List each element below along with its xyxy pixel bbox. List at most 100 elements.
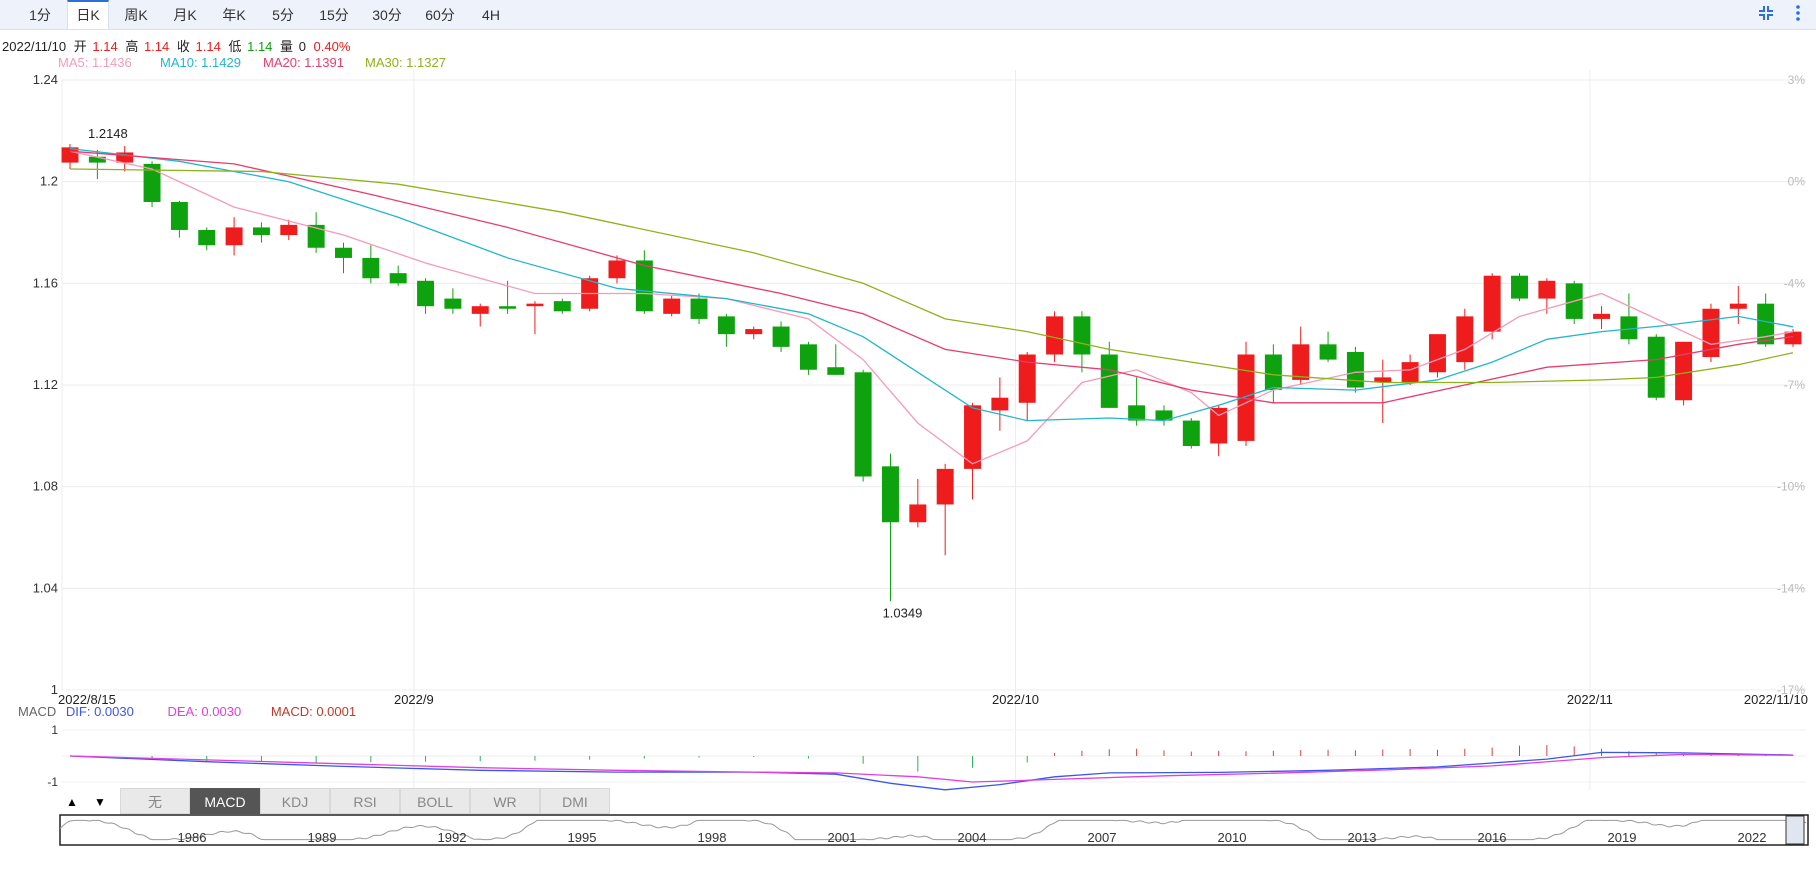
percent-tick-label: -7% bbox=[1784, 378, 1806, 392]
candle-body bbox=[553, 301, 571, 312]
y-tick-label: 1.2 bbox=[40, 174, 58, 189]
candle-body bbox=[1100, 354, 1118, 408]
y-tick-label: 1.12 bbox=[33, 377, 58, 392]
tab-8[interactable]: 60分 bbox=[425, 7, 455, 23]
macd-panel: 1 -1 bbox=[47, 723, 1806, 791]
arrow-down-button[interactable]: ▼ bbox=[94, 795, 106, 809]
navigator-range-handle bbox=[1785, 815, 1805, 845]
range-navigator[interactable]: 1986 1989 1992 1995 1998 2001 2004 2007 2010 2013… bbox=[59, 814, 1809, 846]
candle-body bbox=[1729, 303, 1747, 309]
candle-body bbox=[143, 163, 161, 202]
macd-tick-label: 1 bbox=[51, 723, 58, 737]
navigator-year-label: 2007 bbox=[1088, 830, 1117, 845]
candle-body bbox=[1292, 344, 1310, 380]
candle-body bbox=[881, 466, 899, 523]
candle-body bbox=[335, 247, 352, 258]
candle-body bbox=[1593, 313, 1611, 319]
close-value: 1.14 bbox=[196, 39, 221, 54]
max-price-label: 1.2148 bbox=[88, 126, 128, 141]
candle-body bbox=[635, 260, 653, 312]
candle-body bbox=[198, 229, 216, 246]
kline-chart[interactable]: 2022/11/10 开 1.14 高 1.14 收 1.14 低 1.14 量… bbox=[0, 30, 1816, 873]
tab-7[interactable]: 30分 bbox=[372, 7, 402, 23]
candle-body bbox=[471, 306, 489, 314]
candle-body bbox=[745, 329, 763, 335]
candle-body bbox=[663, 298, 681, 314]
y-tick-label: 1 bbox=[51, 682, 58, 697]
candle-body bbox=[170, 202, 188, 230]
tab-2[interactable]: 周K bbox=[124, 7, 148, 23]
candle-body bbox=[690, 298, 708, 319]
arrow-up-button[interactable]: ▲ bbox=[66, 795, 78, 809]
ma20-line bbox=[69, 150, 1794, 404]
y-tick-label: 1.04 bbox=[33, 580, 58, 595]
navigator-year-label: 2022 bbox=[1738, 830, 1767, 845]
tab-4[interactable]: 年K bbox=[222, 7, 246, 23]
indicator-tab-0[interactable]: 无 bbox=[120, 788, 190, 814]
candle-body bbox=[444, 298, 462, 309]
extreme-labels: 1.2148 1.0349 bbox=[88, 126, 922, 620]
candlesticks bbox=[61, 144, 1802, 602]
ma5-line bbox=[69, 150, 1794, 465]
tab-1[interactable]: 日K bbox=[67, 0, 109, 29]
percent-tick-label: -10% bbox=[1777, 480, 1805, 494]
percent-tick-label: 3% bbox=[1788, 73, 1806, 87]
candle-body bbox=[389, 273, 407, 284]
candle-body bbox=[1511, 275, 1528, 299]
navigator-year-label: 2016 bbox=[1478, 830, 1507, 845]
candle-body bbox=[717, 316, 735, 335]
indicator-tab-4[interactable]: BOLL bbox=[400, 788, 470, 814]
tab-5[interactable]: 5分 bbox=[272, 7, 294, 23]
candle-body bbox=[936, 468, 954, 505]
quote-date: 2022/11/10 bbox=[2, 39, 66, 54]
candle-body bbox=[526, 303, 544, 307]
price-axis: 1.24 1.2 1.16 1.12 1.08 1.04 1 bbox=[33, 72, 58, 697]
candle-body bbox=[1456, 316, 1474, 363]
y-tick-label: 1.08 bbox=[33, 479, 58, 494]
candle-body bbox=[225, 227, 243, 246]
y-tick-label: 1.24 bbox=[33, 72, 58, 87]
date-label: 2022/10 bbox=[992, 692, 1039, 707]
candle-body bbox=[827, 367, 845, 375]
date-label: 2022/11/10 bbox=[1744, 692, 1808, 707]
indicator-tab-3[interactable]: RSI bbox=[330, 788, 400, 814]
ma30-line bbox=[69, 168, 1794, 384]
indicator-tab-5[interactable]: WR bbox=[470, 788, 540, 814]
volume-label: 量 bbox=[280, 39, 293, 54]
ma-legend-item: MA30: 1.1327 bbox=[365, 55, 446, 70]
collapse-icon[interactable] bbox=[1754, 3, 1778, 27]
date-label: 2022/11 bbox=[1567, 692, 1613, 707]
low-value: 1.14 bbox=[247, 39, 272, 54]
tab-3[interactable]: 月K bbox=[173, 7, 197, 23]
volume-value: 0 bbox=[299, 39, 306, 54]
candle-body bbox=[1675, 341, 1693, 401]
candle-body bbox=[1018, 354, 1036, 403]
tab-9[interactable]: 4H bbox=[482, 7, 500, 23]
tab-0[interactable]: 1分 bbox=[29, 7, 51, 23]
candle-body bbox=[1647, 336, 1665, 398]
candle-body bbox=[362, 257, 380, 279]
candle-body bbox=[1128, 405, 1146, 421]
dif-value: DIF: 0.0030 bbox=[66, 704, 134, 719]
percent-tick-label: -14% bbox=[1777, 581, 1805, 595]
timeframe-tab-bar: 1分 日K 周K 月K 年K 5分 15分 30分 60分 4H bbox=[0, 0, 1816, 30]
candle-body bbox=[252, 227, 270, 236]
indicator-tab-2[interactable]: KDJ bbox=[260, 788, 330, 814]
more-vertical-icon[interactable] bbox=[1786, 3, 1810, 27]
dif-line bbox=[69, 751, 1794, 791]
candle-body bbox=[991, 397, 1009, 411]
macd-value: MACD: 0.0001 bbox=[271, 704, 356, 719]
candle-body bbox=[964, 405, 982, 469]
ma-legend-item: MA5: 1.1436 bbox=[58, 55, 132, 70]
navigator-year-label: 2013 bbox=[1348, 830, 1377, 845]
navigator-year-label: 1986 bbox=[178, 830, 207, 845]
indicator-tab-1[interactable]: MACD bbox=[190, 788, 260, 814]
moving-average-lines bbox=[69, 147, 1794, 465]
date-label: 2022/9 bbox=[394, 692, 434, 707]
candle-body bbox=[1210, 407, 1228, 444]
navigator-year-label: 1989 bbox=[308, 830, 337, 845]
navigator-year-label: 2010 bbox=[1218, 830, 1247, 845]
indicator-tab-6[interactable]: DMI bbox=[540, 788, 610, 814]
tab-6[interactable]: 15分 bbox=[319, 7, 349, 23]
candle-body bbox=[1374, 377, 1392, 383]
